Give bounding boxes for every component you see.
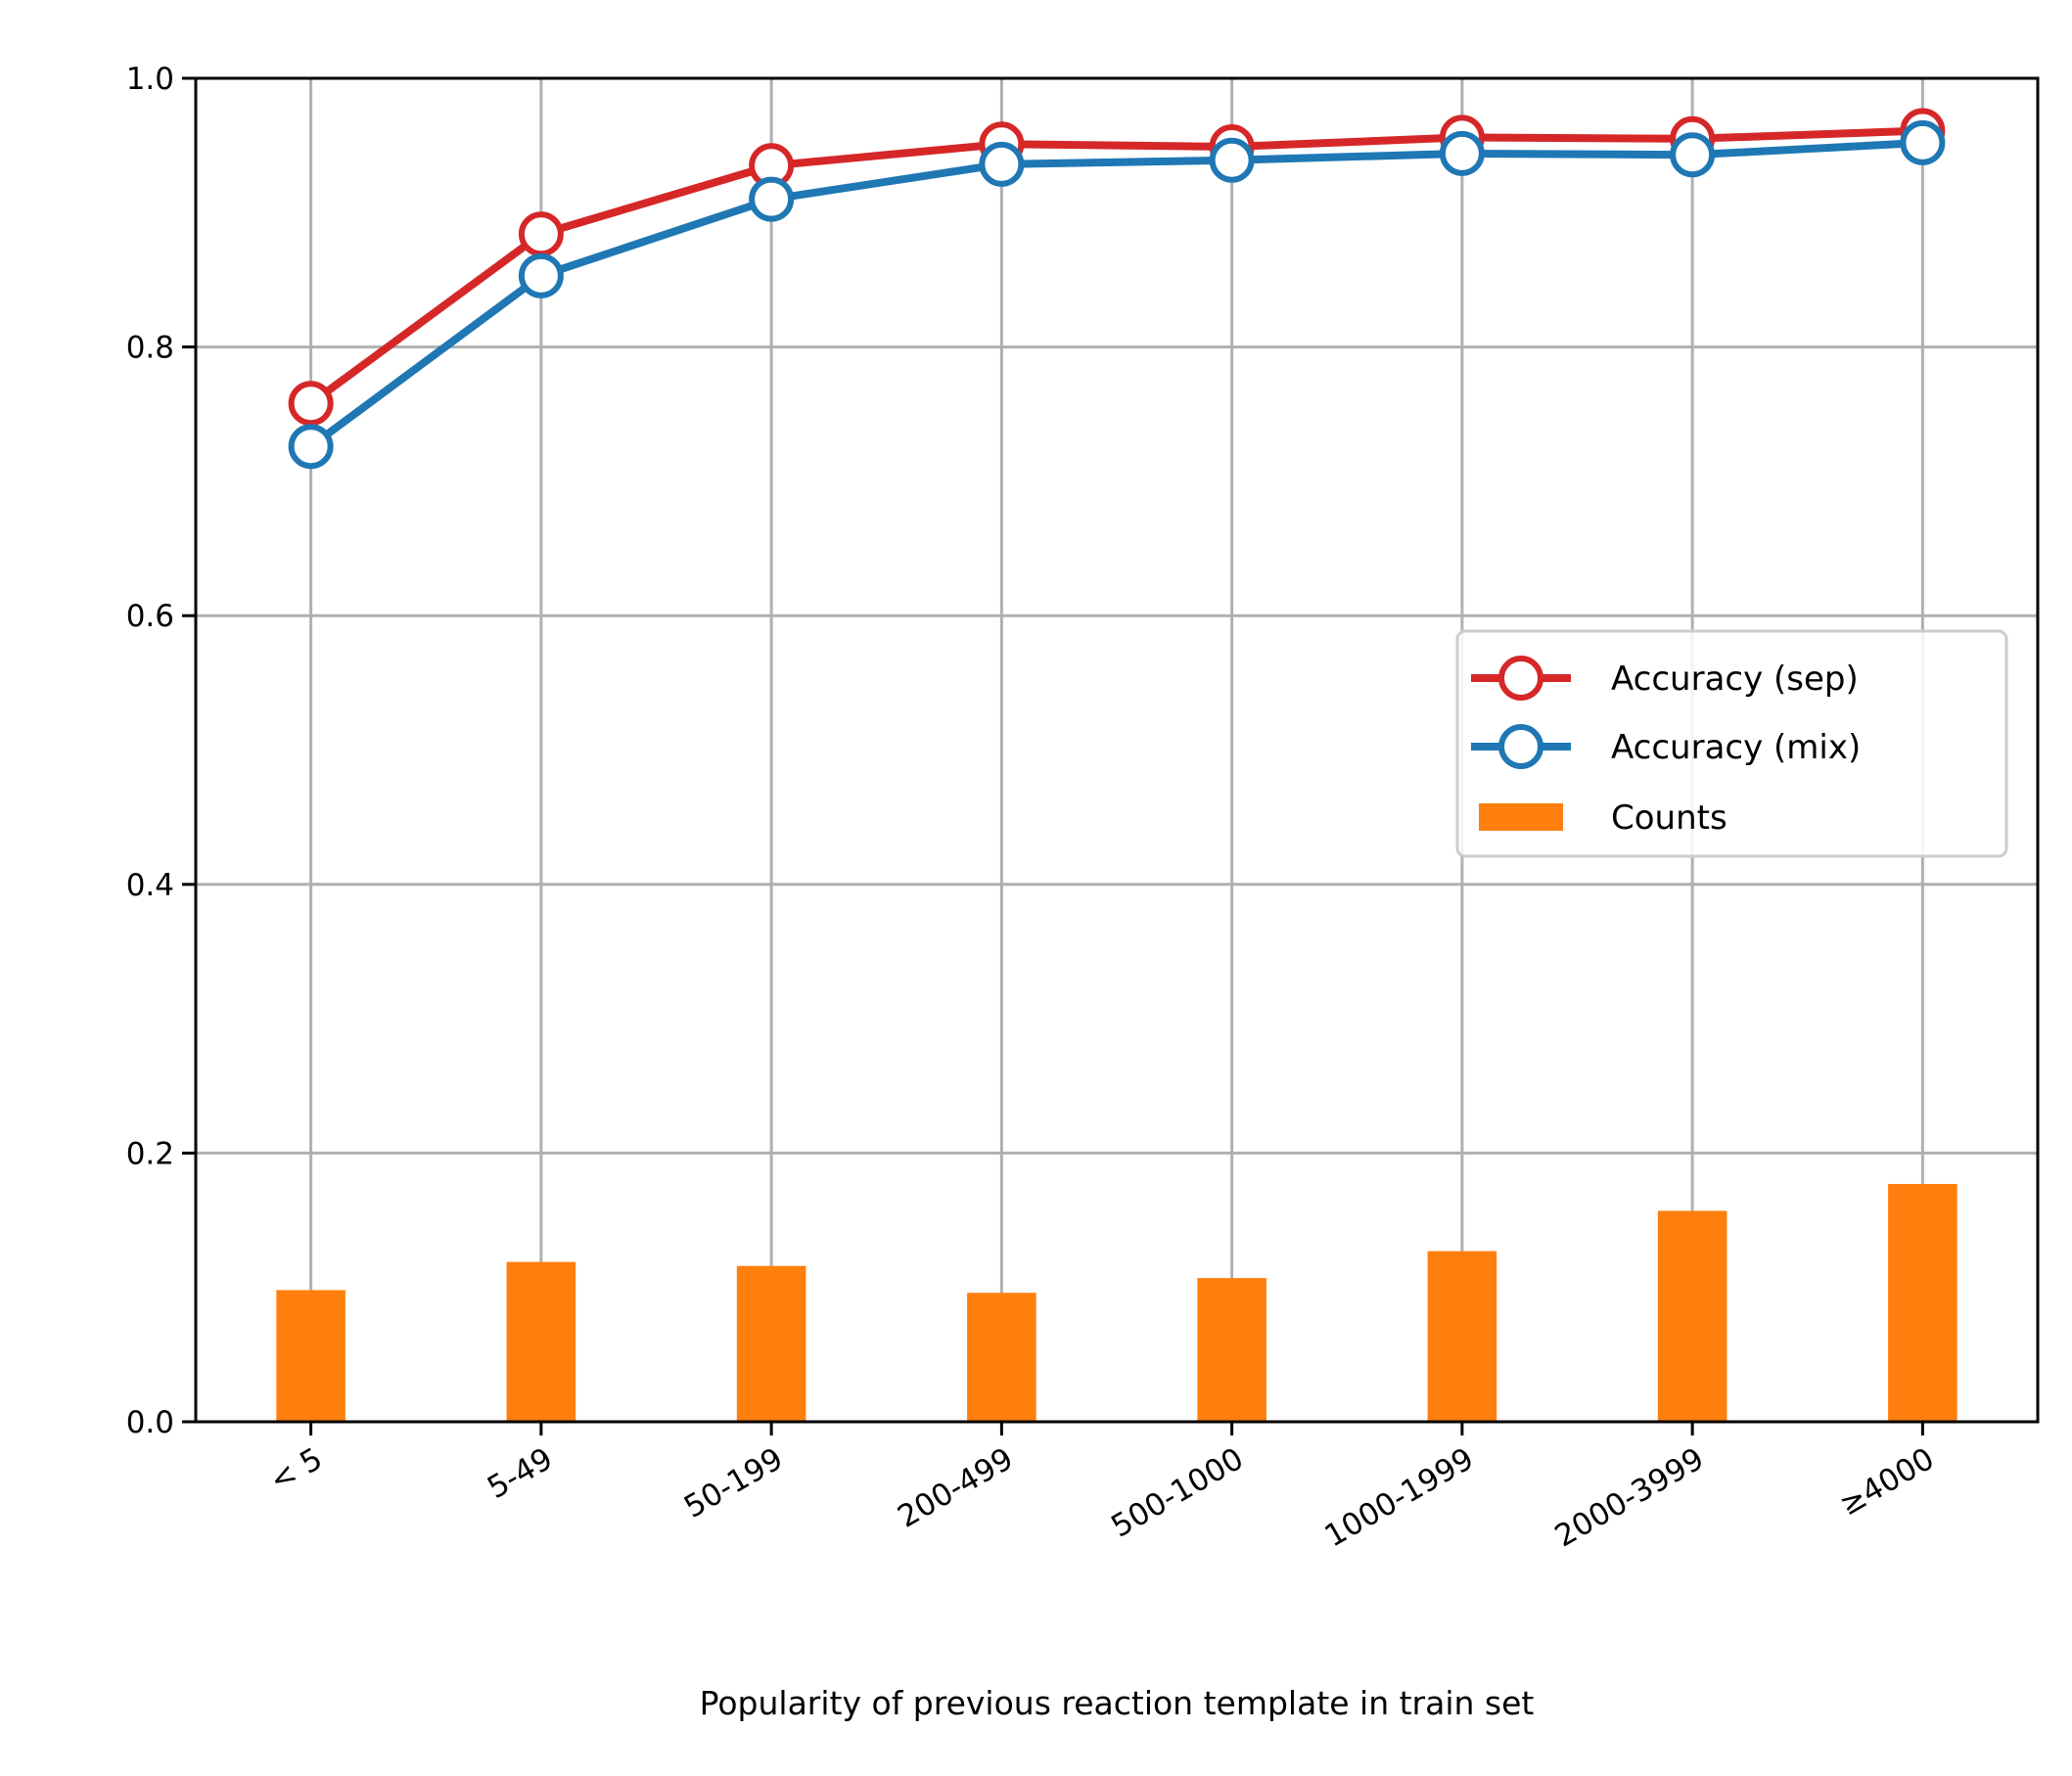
data-point xyxy=(1439,130,1485,176)
bar-series xyxy=(276,1183,1957,1422)
data-point xyxy=(1900,119,1946,165)
y-tick-label: 0.0 xyxy=(126,1405,174,1440)
legend-marker xyxy=(1498,656,1543,701)
bar xyxy=(276,1290,345,1422)
y-tick-label: 0.2 xyxy=(126,1136,174,1171)
bar xyxy=(736,1265,806,1422)
legend-marker xyxy=(1498,724,1543,769)
bar xyxy=(967,1293,1036,1422)
data-point xyxy=(518,211,564,257)
data-point xyxy=(1209,137,1255,183)
bar xyxy=(1888,1183,1957,1422)
legend-label: Accuracy (sep) xyxy=(1611,660,1859,699)
data-point xyxy=(979,141,1025,187)
x-axis-label: Popularity of previous reaction template… xyxy=(700,1684,1535,1722)
bar xyxy=(1197,1278,1266,1422)
data-point xyxy=(749,176,795,222)
y-tick-label: 0.8 xyxy=(126,331,174,366)
series-line xyxy=(308,138,1923,450)
legend-label: Counts xyxy=(1611,798,1727,838)
series-line xyxy=(308,126,1923,407)
data-point xyxy=(518,252,564,298)
y-tick-label: 1.0 xyxy=(126,62,174,97)
bar xyxy=(1657,1210,1727,1422)
legend: Accuracy (sep) Accuracy (mix) Counts xyxy=(1455,629,2008,858)
data-point xyxy=(288,424,334,470)
legend-label: Accuracy (mix) xyxy=(1611,728,1861,767)
plot-frame xyxy=(194,76,2040,1424)
data-point xyxy=(1670,132,1716,178)
line-series xyxy=(288,108,1946,470)
legend-box xyxy=(1455,629,2008,858)
y-tick-label: 0.4 xyxy=(126,868,174,903)
bar xyxy=(1427,1251,1497,1422)
legend-swatch xyxy=(1479,803,1563,831)
y-tick-label: 0.6 xyxy=(126,599,174,634)
bar xyxy=(506,1261,576,1422)
data-point xyxy=(288,381,334,427)
